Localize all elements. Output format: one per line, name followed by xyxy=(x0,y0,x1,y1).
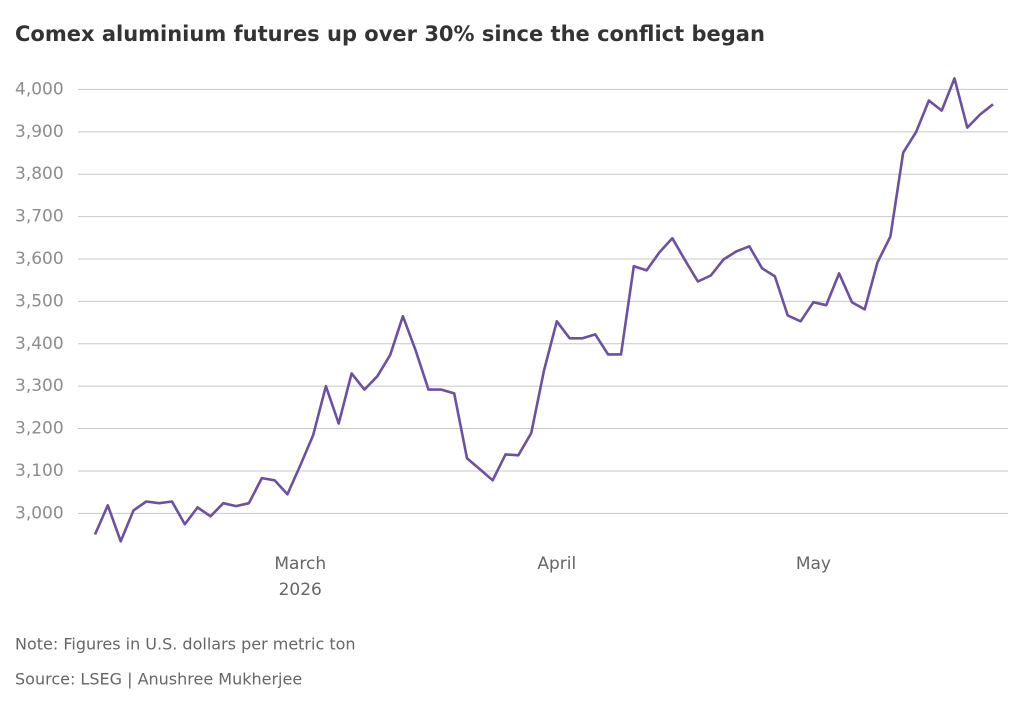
y-tick-label: 3,200 xyxy=(15,419,64,439)
y-tick-label: 3,600 xyxy=(15,249,64,269)
source: Source: LSEG | Anushree Mukherjee xyxy=(15,670,302,689)
y-tick-label: 3,100 xyxy=(15,461,64,481)
x-tick-label: May xyxy=(796,554,831,574)
y-tick-label: 3,900 xyxy=(15,122,64,142)
y-tick-label: 4,000 xyxy=(15,79,64,99)
y-tick-label: 3,300 xyxy=(15,376,64,396)
x-tick-year: 2026 xyxy=(279,580,322,600)
chart-title: Comex aluminium futures up over 30% sinc… xyxy=(15,22,765,46)
y-tick-label: 3,700 xyxy=(15,207,64,227)
y-tick-label: 3,000 xyxy=(15,503,64,523)
y-tick-label: 3,800 xyxy=(15,164,64,184)
y-tick-label: 3,500 xyxy=(15,291,64,311)
y-tick-label: 3,400 xyxy=(15,334,64,354)
x-tick-label: April xyxy=(537,554,576,574)
note: Note: Figures in U.S. dollars per metric… xyxy=(15,635,356,654)
x-tick-label: March xyxy=(274,554,326,574)
line xyxy=(93,77,994,543)
